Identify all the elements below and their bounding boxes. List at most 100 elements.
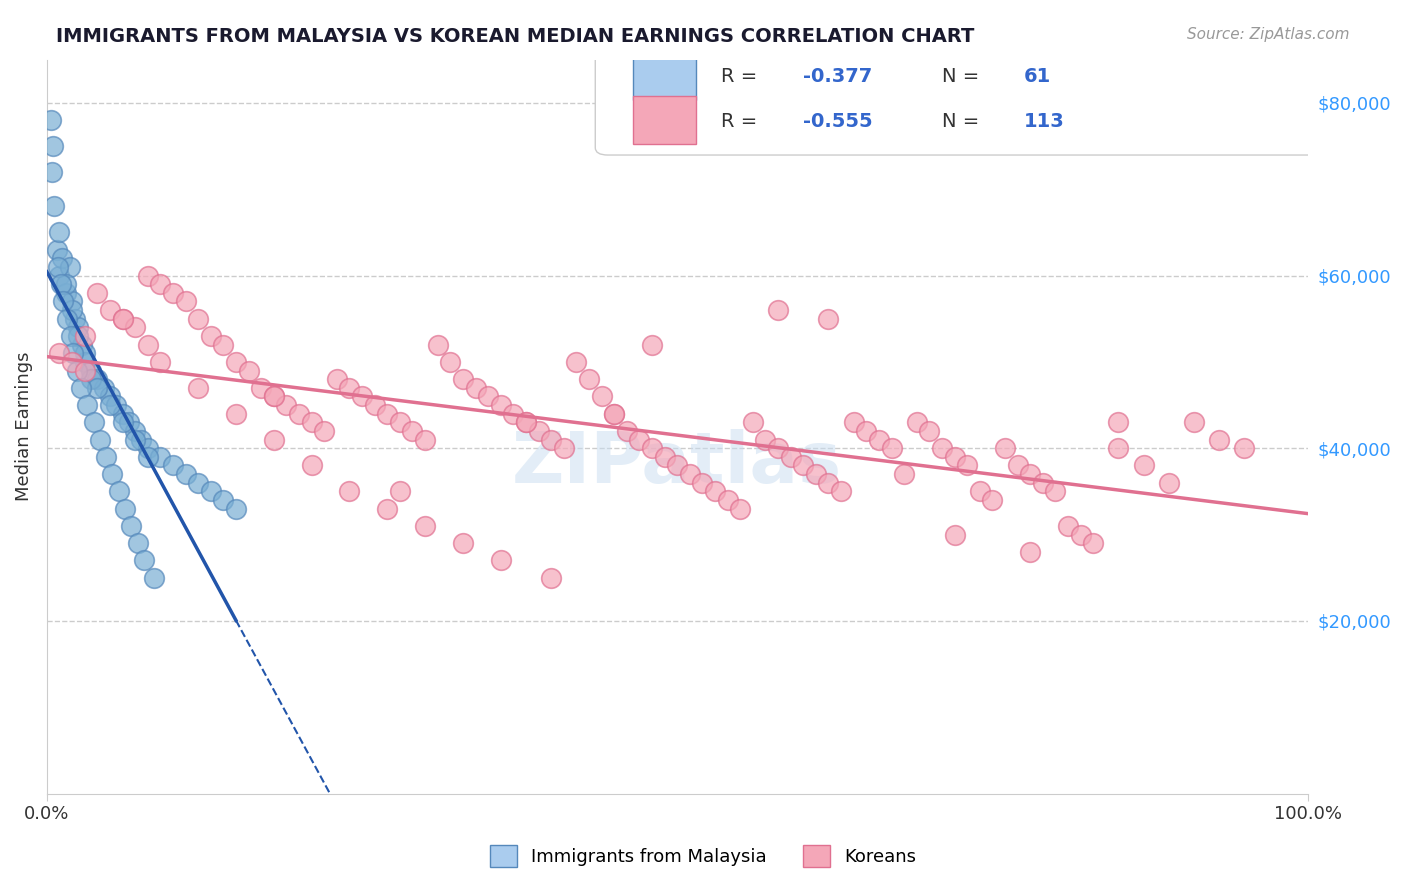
Point <box>1107 415 1129 429</box>
Point <box>60 294 83 309</box>
Point <box>527 424 550 438</box>
Point <box>375 501 398 516</box>
Point <box>174 467 197 482</box>
Point <box>73 329 96 343</box>
Point <box>817 311 839 326</box>
Point <box>679 467 702 482</box>
Text: -0.377: -0.377 <box>803 67 873 86</box>
Point <box>263 433 285 447</box>
Point <box>603 407 626 421</box>
Point <box>149 450 172 464</box>
Point <box>413 433 436 447</box>
Point <box>401 424 423 438</box>
Point <box>477 389 499 403</box>
Point <box>931 441 953 455</box>
Point <box>1083 536 1105 550</box>
Point <box>111 311 134 326</box>
Point <box>301 458 323 473</box>
Text: N =: N = <box>942 67 986 86</box>
Point <box>200 484 222 499</box>
Point <box>339 381 361 395</box>
Point <box>943 527 966 541</box>
Point <box>149 277 172 292</box>
Point <box>120 519 142 533</box>
Point <box>124 424 146 438</box>
Point <box>339 484 361 499</box>
Point <box>489 398 512 412</box>
Point <box>1182 415 1205 429</box>
Point <box>326 372 349 386</box>
Point <box>578 372 600 386</box>
Point <box>66 363 89 377</box>
Text: R =: R = <box>721 112 763 131</box>
Point <box>641 337 664 351</box>
Point <box>101 467 124 482</box>
Point <box>654 450 676 464</box>
Point <box>1057 519 1080 533</box>
Point <box>1157 475 1180 490</box>
Point <box>981 493 1004 508</box>
Point <box>132 553 155 567</box>
Point <box>943 450 966 464</box>
Point <box>162 458 184 473</box>
Point <box>62 346 84 360</box>
Point <box>187 475 209 490</box>
Point <box>238 363 260 377</box>
Text: ZIPatlas: ZIPatlas <box>512 429 842 498</box>
Point <box>817 475 839 490</box>
Point <box>42 139 65 153</box>
Point <box>67 320 90 334</box>
Point <box>766 303 789 318</box>
Point <box>426 337 449 351</box>
Point <box>263 389 285 403</box>
Text: N =: N = <box>942 112 986 131</box>
Point <box>565 355 588 369</box>
Text: R =: R = <box>721 67 763 86</box>
Point <box>70 337 93 351</box>
Text: IMMIGRANTS FROM MALAYSIA VS KOREAN MEDIAN EARNINGS CORRELATION CHART: IMMIGRANTS FROM MALAYSIA VS KOREAN MEDIA… <box>56 27 974 45</box>
Point <box>502 407 524 421</box>
Point <box>225 355 247 369</box>
Point <box>93 381 115 395</box>
Point <box>131 433 153 447</box>
Point <box>187 311 209 326</box>
Point <box>55 285 77 300</box>
Point <box>127 536 149 550</box>
Point <box>114 501 136 516</box>
Point <box>149 355 172 369</box>
Point <box>105 398 128 412</box>
Point <box>288 407 311 421</box>
Point <box>86 285 108 300</box>
Point <box>893 467 915 482</box>
Point <box>56 311 79 326</box>
Point <box>48 268 70 283</box>
Point <box>212 337 235 351</box>
Point <box>1045 484 1067 499</box>
Point <box>1132 458 1154 473</box>
Point <box>956 458 979 473</box>
Point <box>80 372 103 386</box>
Point <box>136 441 159 455</box>
Point <box>388 484 411 499</box>
Point <box>60 303 83 318</box>
Point <box>111 407 134 421</box>
Point <box>352 389 374 403</box>
Point <box>107 484 129 499</box>
Point <box>451 372 474 386</box>
Point <box>363 398 385 412</box>
Point <box>124 320 146 334</box>
Point <box>76 398 98 412</box>
Point <box>80 363 103 377</box>
Point <box>46 260 69 274</box>
Point <box>830 484 852 499</box>
Point <box>388 415 411 429</box>
Point <box>60 355 83 369</box>
Point <box>540 571 562 585</box>
Point <box>666 458 689 473</box>
Point <box>51 251 73 265</box>
Point <box>276 398 298 412</box>
Point <box>868 433 890 447</box>
Point <box>55 277 77 292</box>
Point <box>553 441 575 455</box>
Point <box>628 433 651 447</box>
